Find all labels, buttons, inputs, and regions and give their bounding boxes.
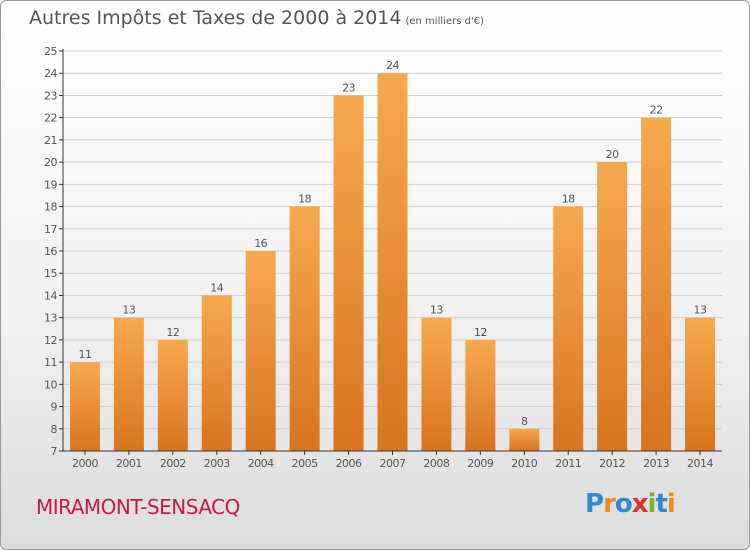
data-label: 13 — [122, 304, 135, 317]
x-tick-label: 2005 — [292, 457, 318, 470]
logo-letter: i — [647, 489, 657, 519]
y-tick-label: 11 — [44, 356, 57, 369]
x-tick-label: 2009 — [467, 457, 493, 470]
proxiti-logo: Proxiti — [585, 489, 676, 519]
x-tick-label: 2010 — [511, 457, 537, 470]
logo-letter: r — [603, 489, 616, 519]
logo-letter: o — [614, 489, 633, 519]
logo-letter: x — [631, 489, 649, 519]
x-tick-label: 2012 — [599, 457, 625, 470]
chart-title: Autres Impôts et Taxes de 2000 à 2014 (en… — [29, 7, 484, 29]
bar — [157, 339, 188, 451]
bar — [509, 428, 540, 451]
logo-letter: t — [655, 489, 667, 519]
x-tick-label: 2014 — [687, 457, 713, 470]
x-tick-label: 2000 — [72, 457, 98, 470]
title-unit: (en milliers d'€) — [405, 16, 484, 27]
bar — [289, 206, 320, 451]
y-tick-label: 13 — [44, 312, 57, 325]
y-tick-label: 24 — [44, 67, 57, 80]
bar — [113, 317, 144, 451]
x-tick-label: 2002 — [160, 457, 186, 470]
bar — [641, 117, 672, 452]
y-tick-label: 7 — [51, 445, 58, 458]
logo-letter: P — [585, 489, 604, 519]
y-tick-label: 23 — [44, 89, 57, 102]
y-tick-label: 10 — [44, 378, 57, 391]
x-tick-label: 2006 — [336, 457, 362, 470]
data-label: 12 — [474, 326, 487, 339]
bar — [553, 206, 584, 451]
y-tick-label: 12 — [44, 334, 57, 347]
data-label: 11 — [78, 348, 91, 361]
bar — [597, 162, 628, 451]
data-label: 22 — [650, 104, 663, 117]
y-tick-label: 25 — [44, 45, 57, 58]
y-tick-label: 16 — [44, 245, 57, 258]
y-tick-label: 15 — [44, 267, 57, 280]
x-tick-label: 2004 — [248, 457, 274, 470]
data-label: 8 — [521, 415, 528, 428]
data-label: 23 — [342, 81, 355, 94]
bar — [377, 73, 408, 451]
data-label: 12 — [166, 326, 179, 339]
data-label: 13 — [430, 304, 443, 317]
y-tick-label: 18 — [44, 201, 57, 214]
title-main: Autres Impôts et Taxes de 2000 à 2014 — [29, 7, 402, 29]
y-tick-label: 19 — [44, 178, 57, 191]
data-label: 18 — [298, 193, 311, 206]
y-tick-label: 17 — [44, 223, 57, 236]
bar — [333, 95, 364, 451]
x-tick-label: 2008 — [423, 457, 449, 470]
y-tick-label: 21 — [44, 134, 57, 147]
bar — [465, 339, 496, 451]
data-label: 24 — [386, 59, 399, 72]
bar — [421, 317, 452, 451]
data-label: 18 — [562, 193, 575, 206]
y-tick-label: 22 — [44, 112, 57, 125]
data-label: 13 — [694, 304, 707, 317]
bar — [685, 317, 716, 451]
data-label: 20 — [606, 148, 619, 161]
bars: 11 13 12 14 16 18 23 24 13 12 8 18 20 22 13 — [69, 59, 716, 452]
y-tick-label: 8 — [51, 423, 58, 436]
x-tick-label: 2011 — [555, 457, 581, 470]
y-tick-label: 14 — [44, 289, 57, 302]
bar — [245, 251, 276, 451]
data-label: 14 — [210, 281, 223, 294]
x-tick-label: 2001 — [116, 457, 142, 470]
axes: 7 8 9 10 11 12 13 14 15 16 17 18 19 20 21 22 23 24 25 2000 2… — [44, 45, 722, 470]
x-tick-label: 2013 — [643, 457, 669, 470]
y-tick-label: 20 — [44, 156, 57, 169]
bar — [69, 362, 100, 451]
bar — [201, 295, 232, 451]
logo-letter: i — [666, 489, 676, 519]
x-tick-label: 2007 — [380, 457, 406, 470]
y-tick-label: 9 — [51, 401, 58, 414]
x-tick-label: 2003 — [204, 457, 230, 470]
data-label: 16 — [254, 237, 267, 250]
commune-name: MIRAMONT-SENSACQ — [36, 495, 240, 519]
